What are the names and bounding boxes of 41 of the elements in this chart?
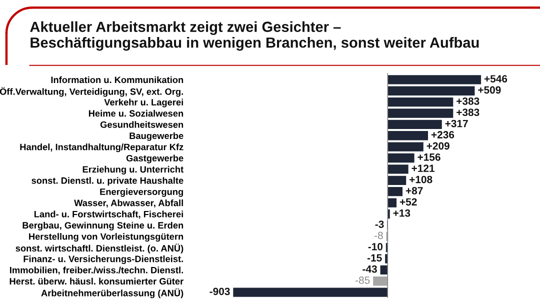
data-label: -15 [367, 254, 382, 262]
y-tick-label: Erziehung u. Unterricht [82, 166, 184, 174]
y-tick-label: Information u. Kommunikation [51, 76, 184, 84]
chart-title: Aktueller Arbeitsmarkt zeigt zwei Gesichter – Beschäftigungsabbau in wenigen Branchen, sonst weiter Aufbau [30, 21, 479, 51]
data-label: -3 [375, 220, 384, 228]
y-tick-label: Land- u. Forstwirtschaft, Fischerei [34, 210, 183, 219]
data-label: +108 [410, 176, 432, 184]
y-tick-label: Gastgewerbe [126, 154, 184, 164]
data-label: +13 [393, 209, 410, 217]
data-label: +52 [400, 198, 417, 206]
data-label: -10 [368, 242, 383, 250]
data-label: -903 [210, 288, 230, 296]
data-label: -8 [374, 232, 383, 240]
y-tick-label: Arbeitnehmerüberlassung (ANÜ) [41, 288, 184, 298]
y-tick-label: Heime u. Sozialwesen [88, 110, 184, 117]
y-tick-label: sonst. wirtschaftl. Dienstleist. (o. ANÜ) [16, 244, 184, 254]
y-tick-label: sonst. Dienstl. u. private Haushalte [32, 177, 184, 186]
data-label: +87 [406, 187, 423, 194]
data-label: +383 [456, 108, 480, 116]
data-label: -85 [356, 276, 370, 284]
y-tick-label: Baugewerbe [130, 132, 184, 141]
y-tick-label: Gesundheitswesen [100, 121, 184, 128]
y-tick-label: Finanz- u. Versicherungs-Dienstleist. [24, 255, 183, 264]
y-tick-label: Bergbau, Gewinnung Steine u. Erden [22, 222, 184, 230]
y-tick-label: Energieversorgung [100, 188, 183, 197]
data-label: +156 [418, 153, 440, 161]
data-label: +383 [456, 97, 480, 105]
y-tick-label: Immobilien, freiber./wiss./techn. Dienstl. [10, 266, 183, 275]
data-label: +509 [478, 86, 501, 94]
y-tick-label: Herstellung von Vorleistungsgütern [29, 233, 184, 242]
y-tick-label: Verkehr u. Lagerei [104, 98, 183, 108]
y-tick-label: Herst. überw. häusl. konsumierter Güter [10, 278, 184, 285]
data-label: +546 [484, 75, 508, 82]
data-label: +121 [412, 164, 434, 172]
data-label: +317 [445, 120, 468, 128]
y-tick-label: Wasser, Abwasser, Abfall [74, 199, 183, 208]
data-label: -43 [362, 265, 377, 273]
y-tick-label: Öff.Verwaltung, Verteidigung, SV, ext. Org. [0, 86, 183, 97]
y-tick-label: Handel, Instandhaltung/Reparatur Kfz [20, 144, 184, 152]
data-label: +209 [426, 142, 450, 150]
data-label: +236 [431, 131, 454, 138]
